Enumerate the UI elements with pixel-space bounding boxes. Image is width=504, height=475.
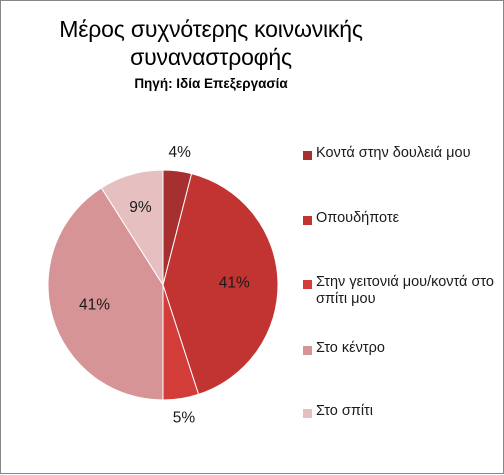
legend-item: Στο κέντρο bbox=[303, 340, 501, 357]
legend-swatch bbox=[303, 409, 312, 418]
pie-data-label: 9% bbox=[129, 199, 152, 216]
legend-swatch bbox=[303, 346, 312, 355]
chart-title: Μέρος συχνότερης κοινωνικής συναναστροφή… bbox=[59, 16, 363, 70]
pie-data-labels: 4% 41% 5% 41% 9% bbox=[79, 144, 250, 426]
pie-data-label: 4% bbox=[168, 144, 191, 161]
pie-slice bbox=[100, 169, 164, 287]
legend-swatch bbox=[303, 151, 312, 160]
pie-data-label: 5% bbox=[173, 409, 196, 426]
pie-slices bbox=[47, 169, 279, 401]
pie-slice bbox=[47, 187, 164, 401]
pie-data-label: 41% bbox=[219, 274, 250, 291]
legend-label: Οπουδήποτε bbox=[316, 210, 400, 226]
legend-swatch bbox=[303, 280, 312, 289]
pie-slice bbox=[162, 173, 279, 396]
legend-item: Οπουδήποτε bbox=[303, 210, 501, 227]
chart-subtitle: Πηγή: Ιδία Επεξεργασία bbox=[134, 76, 288, 91]
legend-label: Στο σπίτι bbox=[316, 403, 374, 419]
legend-item: Κοντά στην δουλειά μου bbox=[303, 145, 501, 162]
pie-data-label: 41% bbox=[79, 296, 110, 313]
legend-label: Στην γειτονιά μου/κοντά στο σπίτι μου bbox=[316, 274, 494, 307]
legend-item: Στο σπίτι bbox=[303, 403, 501, 420]
legend-swatch bbox=[303, 216, 312, 225]
legend-item: Στην γειτονιά μου/κοντά στο σπίτι μου bbox=[303, 274, 501, 308]
legend-label: Κοντά στην δουλειά μου bbox=[316, 145, 471, 161]
legend-label: Στο κέντρο bbox=[316, 340, 385, 356]
